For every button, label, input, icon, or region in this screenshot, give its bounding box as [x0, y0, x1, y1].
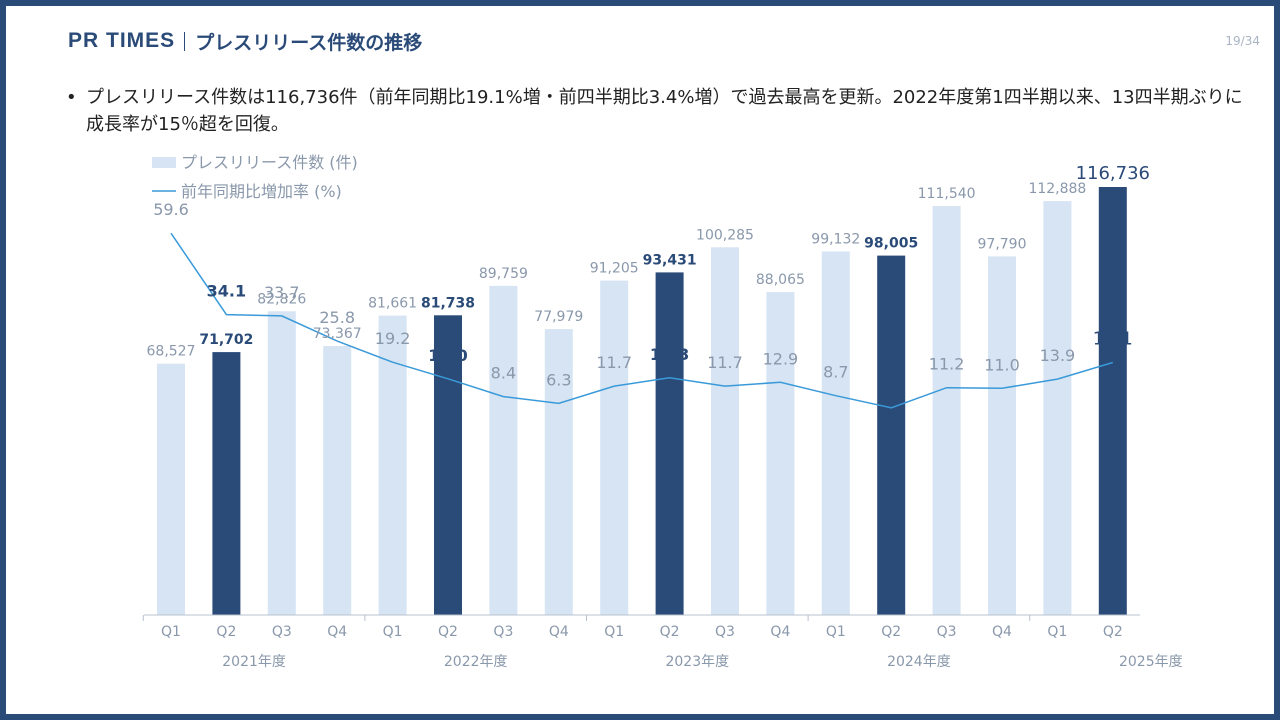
x-tick-label: Q4 — [770, 624, 790, 640]
bar-value-label: 89,759 — [479, 266, 528, 282]
bar-value-label: 91,205 — [590, 261, 639, 277]
x-axis: Q1 Q2 Q3 Q4 Q1 Q2 Q3 Q4 Q1 Q2 Q3 Q4 Q1 Q2 Q3 Q4 Q1 Q2 2021… — [142, 614, 1183, 670]
bar-value-label: 77,979 — [534, 309, 583, 325]
bar-value-label: 111,540 — [918, 186, 976, 202]
fiscal-year-label: 2023年度 — [665, 654, 729, 670]
rate-value-label: 33.7 — [264, 283, 300, 302]
bar-value-label: 97,790 — [978, 236, 1027, 252]
x-tick-label: Q2 — [660, 624, 680, 640]
fiscal-year-label: 2021年度 — [222, 654, 286, 670]
bar-q2-17 — [1098, 187, 1127, 615]
bar-series — [157, 187, 1127, 616]
rate-value-label: 25.8 — [319, 308, 355, 327]
bar-q3-14 — [932, 206, 961, 615]
x-tick-label: Q3 — [715, 624, 735, 640]
bar-q3-6 — [489, 285, 518, 615]
rate-value-label: 11.7 — [596, 353, 632, 372]
bar-q2-13 — [877, 255, 906, 615]
bar-value-label: 88,065 — [756, 272, 805, 288]
bar-value-label: 112,888 — [1028, 181, 1086, 197]
rate-value-label: 4.9 — [877, 375, 905, 394]
legend-line-label: 前年同期比増加率 (%) — [181, 182, 342, 201]
x-tick-label: Q4 — [992, 624, 1012, 640]
bar-value-label: 71,702 — [199, 332, 253, 348]
bar-q2-1 — [212, 352, 241, 615]
x-tick-label: Q1 — [1047, 624, 1067, 640]
summary-text: プレスリリース件数は116,736件（前年同期比19.1%増・前四半期比3.4%… — [86, 87, 1243, 135]
x-tick-label: Q1 — [161, 624, 181, 640]
bar-value-label: 99,132 — [811, 232, 860, 248]
bar-value-label: 116,736 — [1076, 163, 1150, 184]
rate-value-label: 19.2 — [375, 329, 411, 348]
bar-value-label: 73,367 — [313, 326, 362, 342]
bar-q2-9 — [655, 272, 684, 615]
bar-q4-3 — [323, 346, 352, 615]
page-number: 19/34 — [1225, 34, 1260, 48]
rate-value-label: 34.1 — [207, 282, 246, 301]
bar-value-label: 81,661 — [368, 296, 417, 312]
bar-q1-12 — [821, 251, 850, 615]
page-title: プレスリリース件数の推移 — [195, 31, 423, 54]
bar-q4-15 — [988, 256, 1016, 615]
fiscal-year-label: 2025年度 — [1119, 654, 1183, 670]
bar-q4-7 — [544, 329, 573, 615]
bar-q3-10 — [711, 247, 739, 616]
rate-value-label: 14.3 — [650, 345, 689, 364]
rate-value-label: 14.0 — [428, 346, 467, 365]
rate-value-label: 11.2 — [929, 355, 965, 374]
bar-q4-11 — [766, 292, 795, 615]
growth-rate-line — [170, 232, 1114, 409]
x-tick-label: Q4 — [549, 624, 569, 640]
bar-value-label: 82,826 — [257, 291, 306, 307]
x-tick-label: Q1 — [826, 624, 846, 640]
bar-value-label: 68,527 — [147, 344, 196, 360]
summary-bullet: • プレスリリース件数は116,736件（前年同期比19.1%増・前四半期比3.… — [66, 84, 1246, 138]
x-tick-label: Q4 — [327, 624, 347, 640]
chart-legend: プレスリリース件数 (件) 前年同期比増加率 (%) — [152, 153, 358, 201]
bar-q1-0 — [157, 363, 185, 615]
bar-value-label: 100,285 — [696, 227, 754, 243]
x-tick-label: Q3 — [493, 624, 513, 640]
x-tick-label: Q2 — [1103, 624, 1123, 640]
x-tick-label: Q1 — [604, 624, 624, 640]
x-tick-label: Q2 — [216, 624, 236, 640]
x-tick-label: Q2 — [438, 624, 458, 640]
fiscal-year-label: 2024年度 — [887, 654, 951, 670]
bar-q1-4 — [378, 315, 407, 615]
rate-value-label: 6.3 — [546, 370, 571, 389]
rate-value-label: 11.7 — [707, 353, 743, 372]
header-separator — [184, 31, 186, 51]
rate-value-label: 8.7 — [823, 363, 848, 382]
rate-value-label: 59.6 — [153, 200, 189, 219]
bar-q1-8 — [600, 280, 629, 615]
bullet-marker: • — [66, 87, 77, 108]
rate-value-label: 12.9 — [763, 349, 799, 368]
line-series — [170, 232, 1114, 409]
x-tick-label: Q1 — [383, 624, 403, 640]
rate-value-label: 8.4 — [491, 364, 516, 383]
bar-value-label: 98,005 — [864, 236, 918, 252]
brand-logo: PR TIMES — [68, 29, 176, 52]
x-tick-label: Q2 — [881, 624, 901, 640]
x-tick-label: Q3 — [272, 624, 292, 640]
x-tick-label: Q3 — [937, 624, 957, 640]
rate-value-label: 11.0 — [984, 355, 1020, 374]
rate-value-label: 19.1 — [1093, 329, 1133, 350]
bar-q3-2 — [267, 311, 296, 615]
legend-bar-label: プレスリリース件数 (件) — [181, 153, 358, 172]
bar-q2-5 — [434, 315, 462, 615]
bar-value-label: 81,738 — [421, 295, 475, 311]
bar-value-label: 93,431 — [643, 252, 697, 268]
fiscal-year-label: 2022年度 — [444, 654, 508, 670]
bar-q1-16 — [1043, 201, 1072, 615]
legend-bar-swatch — [152, 157, 176, 168]
slide-header: PR TIMES プレスリリース件数の推移 — [68, 28, 422, 54]
rate-value-label: 13.9 — [1040, 346, 1076, 365]
